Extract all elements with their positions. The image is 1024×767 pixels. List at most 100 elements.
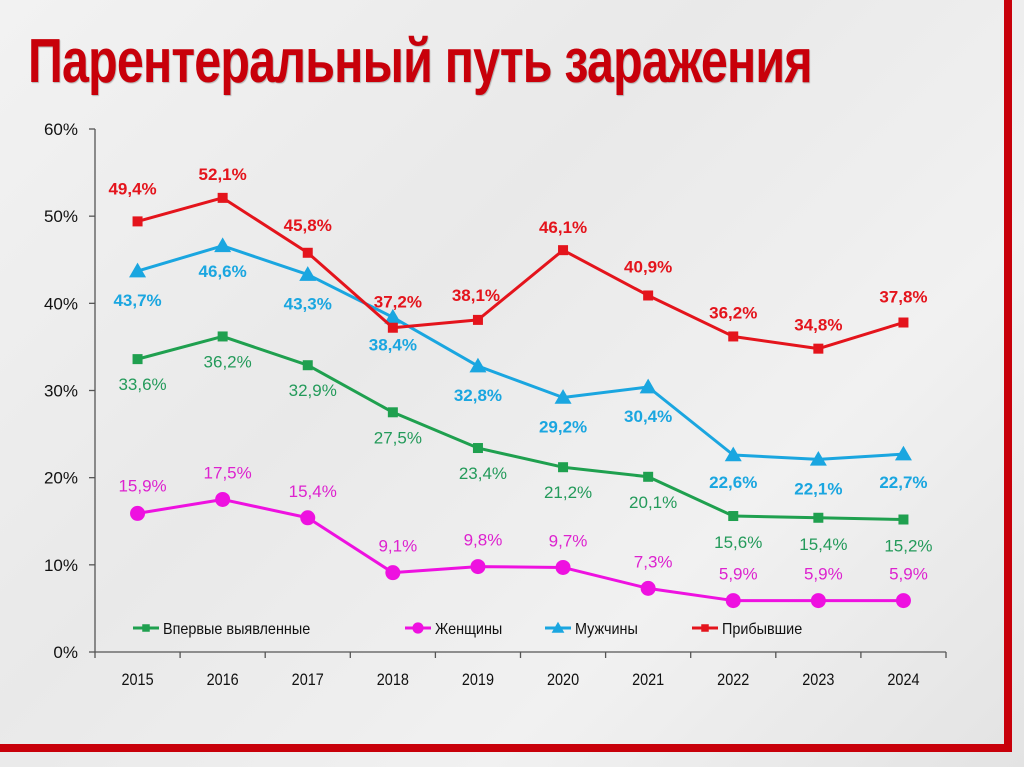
data-point-square [472, 314, 483, 325]
data-point-circle [385, 565, 401, 581]
y-tick-label: 40% [44, 294, 78, 313]
y-tick-label: 20% [44, 469, 78, 488]
data-label: 36,2% [709, 303, 757, 322]
data-point-triangle [554, 389, 572, 404]
data-label: 5,9% [719, 565, 758, 584]
data-point-square [558, 462, 569, 473]
x-tick-label: 2018 [377, 671, 409, 689]
data-label: 52,1% [199, 165, 247, 184]
legend-label: Женщины [435, 620, 502, 638]
data-point-square [813, 343, 824, 354]
data-label: 17,5% [204, 463, 252, 482]
data-label: 15,6% [714, 533, 762, 552]
data-point-square [813, 512, 824, 523]
chart-series [129, 192, 912, 609]
x-tick-label: 2017 [292, 671, 324, 689]
data-label: 22,1% [794, 479, 842, 498]
legend-label: Впервые выявленные [163, 620, 310, 638]
legend-label: Прибывшие [722, 620, 802, 638]
frame-border-bottom [0, 744, 1012, 752]
data-point-square [728, 511, 739, 522]
frame-border-right [1004, 0, 1012, 752]
data-point-square [898, 514, 909, 525]
data-label: 9,8% [464, 531, 503, 550]
data-point-triangle [809, 450, 827, 466]
x-tick-label: 2016 [207, 671, 239, 689]
data-point-square [217, 331, 228, 342]
series-line [137, 497, 904, 603]
data-label: 15,2% [884, 537, 932, 556]
data-label: 15,4% [799, 535, 847, 554]
data-point-triangle [469, 357, 487, 373]
data-point-triangle [894, 445, 912, 461]
data-point-circle [895, 593, 911, 609]
data-point-square [142, 624, 150, 632]
x-tick-label: 2023 [802, 671, 834, 689]
data-point-triangle [639, 378, 657, 394]
data-label: 9,1% [378, 537, 417, 556]
data-label: 46,1% [539, 218, 587, 237]
data-point-circle [640, 580, 656, 596]
y-tick-label: 50% [44, 207, 78, 226]
data-label: 38,4% [369, 335, 417, 354]
data-label: 27,5% [374, 428, 422, 447]
data-label: 34,8% [794, 316, 842, 335]
data-label: 37,8% [879, 288, 927, 307]
chart-data-labels: 33,6% 36,2% 32,9% 27,5% 23,4% 21,2% 20,1% 15,6%… [108, 165, 932, 584]
x-tick-label: 2019 [462, 671, 494, 689]
x-tick-label: 2015 [121, 671, 153, 689]
data-point-square [387, 322, 398, 333]
data-point-triangle [384, 308, 402, 324]
series-2 [129, 237, 912, 466]
data-label: 30,4% [624, 407, 672, 426]
data-label: 22,7% [879, 473, 927, 492]
data-label: 32,8% [454, 386, 502, 405]
legend-item-1: Женщины [405, 620, 502, 638]
y-tick-label: 0% [53, 643, 78, 662]
data-point-square [472, 443, 483, 454]
legend-item-3: Прибывшие [692, 620, 802, 638]
data-point-square [728, 331, 739, 342]
data-label: 37,2% [374, 293, 422, 312]
y-tick-label: 30% [44, 382, 78, 401]
legend-label: Мужчины [575, 620, 638, 638]
data-point-circle [412, 622, 424, 634]
data-point-square [701, 624, 709, 632]
data-label: 20,1% [629, 493, 677, 512]
data-point-square [132, 216, 143, 227]
data-label: 40,9% [624, 257, 672, 276]
data-point-circle [555, 559, 571, 575]
data-label: 43,7% [113, 291, 161, 310]
data-label: 15,4% [289, 482, 337, 501]
data-point-square [898, 317, 909, 328]
data-point-square [387, 407, 398, 418]
x-tick-label: 2022 [717, 671, 749, 689]
data-label: 5,9% [889, 565, 928, 584]
data-point-triangle [214, 237, 232, 253]
data-point-circle [215, 491, 231, 507]
data-label: 49,4% [108, 179, 156, 198]
chart-axes: 0% 10% 20% 30% 40% 50% 60% 2015 2016 2017 2018 2019… [44, 120, 947, 689]
data-label: 36,2% [204, 352, 252, 371]
data-label: 9,7% [549, 531, 588, 550]
y-tick-label: 60% [44, 120, 78, 139]
data-point-circle [300, 510, 316, 526]
x-tick-label: 2020 [547, 671, 579, 689]
data-point-square [217, 192, 228, 203]
data-label: 46,6% [199, 262, 247, 281]
data-label: 15,9% [118, 476, 166, 495]
data-point-square [302, 360, 313, 371]
data-point-triangle [724, 446, 742, 462]
data-point-circle [725, 593, 741, 609]
series-1 [130, 491, 911, 609]
data-point-triangle [129, 262, 147, 278]
legend-item-2: Мужчины [545, 620, 638, 638]
data-point-square [132, 354, 143, 365]
page-title: Парентеральный путь заражения [28, 27, 813, 96]
x-tick-label: 2024 [887, 671, 919, 689]
legend-item-0: Впервые выявленные [133, 620, 310, 638]
data-label: 43,3% [284, 295, 332, 314]
data-point-triangle [551, 621, 565, 633]
data-point-square [643, 471, 654, 482]
